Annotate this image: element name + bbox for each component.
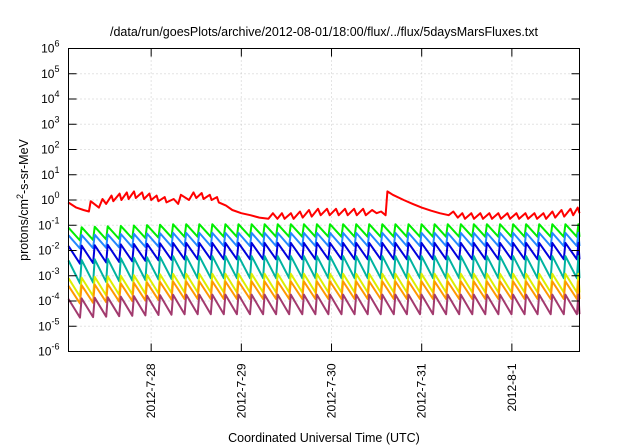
x-tick-label: 2012-7-30 bbox=[325, 363, 339, 418]
x-tick-label: 2012-7-29 bbox=[234, 363, 248, 418]
series-line bbox=[67, 241, 581, 265]
y-tick-label: 106 bbox=[41, 39, 59, 56]
y-tick-label: 104 bbox=[41, 89, 59, 106]
x-tick-label: 2012-7-28 bbox=[144, 363, 158, 418]
chart-title: /data/run/goesPlots/archive/2012-08-01/1… bbox=[110, 25, 539, 39]
series-line bbox=[67, 223, 581, 242]
series-line bbox=[67, 231, 581, 250]
x-tick-label: 2012-7-31 bbox=[415, 363, 429, 418]
y-tick-label: 103 bbox=[41, 114, 59, 131]
x-tick-label: 2012-8-1 bbox=[505, 363, 519, 411]
y-axis: 10-6 10-5 10-4 10-3 10-2 10-1 100 101 102 103 104 1… bbox=[38, 39, 580, 359]
y-tick-label: 102 bbox=[41, 140, 59, 157]
x-axis-label: Coordinated Universal Time (UTC) bbox=[228, 431, 420, 445]
series-line bbox=[67, 255, 581, 285]
y-tick-label: 10-5 bbox=[38, 316, 59, 333]
y-tick-label: 101 bbox=[41, 165, 59, 182]
y-tick-label: 100 bbox=[41, 190, 59, 207]
y-tick-label: 10-3 bbox=[38, 266, 59, 283]
y-axis-label: protons/cm2-s-sr-MeV bbox=[15, 138, 31, 260]
x-axis: 2012-7-28 2012-7-29 2012-7-30 2012-7-31 2012… bbox=[144, 48, 519, 418]
y-tick-label: 10-1 bbox=[38, 215, 59, 232]
series-line bbox=[67, 190, 581, 220]
y-tick-label: 10-6 bbox=[38, 342, 59, 359]
series-line bbox=[67, 280, 581, 305]
y-tick-label: 10-4 bbox=[38, 291, 59, 308]
y-tick-label: 105 bbox=[41, 64, 59, 81]
series-line bbox=[67, 293, 581, 319]
series-layer bbox=[67, 190, 581, 319]
y-tick-label: 10-2 bbox=[38, 241, 59, 258]
